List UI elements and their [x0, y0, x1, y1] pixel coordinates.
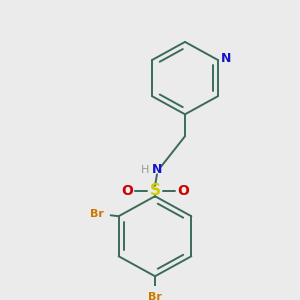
Text: H: H [141, 165, 149, 175]
Text: N: N [152, 163, 162, 176]
Text: O: O [177, 184, 189, 197]
Text: Br: Br [148, 292, 162, 300]
Text: N: N [221, 52, 231, 64]
Text: S: S [149, 183, 161, 198]
Text: O: O [121, 184, 133, 197]
Text: Br: Br [90, 209, 104, 219]
